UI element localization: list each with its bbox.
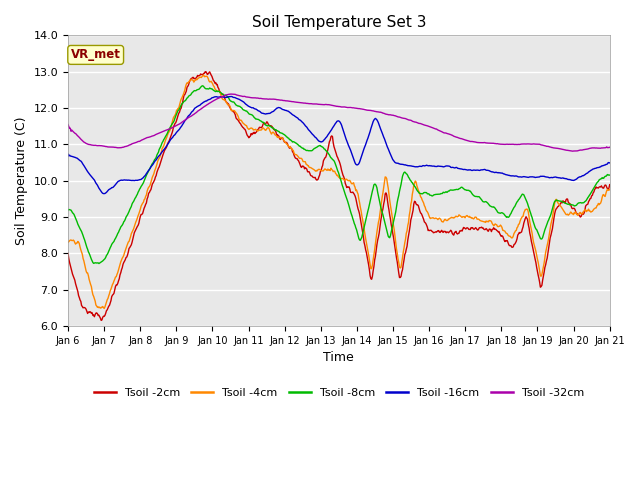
Tsoil -16cm	[131, 178, 138, 183]
Tsoil -2cm	[422, 221, 429, 227]
Tsoil -4cm	[64, 240, 72, 245]
Tsoil -32cm	[64, 122, 72, 128]
Tsoil -4cm	[100, 306, 108, 312]
Tsoil -4cm	[74, 239, 82, 244]
Title: Soil Temperature Set 3: Soil Temperature Set 3	[252, 15, 426, 30]
Tsoil -16cm	[406, 163, 414, 169]
Tsoil -16cm	[74, 156, 82, 162]
Tsoil -2cm	[131, 230, 138, 236]
Tsoil -4cm	[606, 187, 614, 192]
Tsoil -16cm	[186, 112, 193, 118]
Tsoil -32cm	[569, 148, 577, 154]
Tsoil -8cm	[422, 190, 429, 195]
Line: Tsoil -8cm: Tsoil -8cm	[68, 86, 610, 264]
Tsoil -32cm	[421, 122, 429, 128]
Tsoil -2cm	[406, 223, 414, 229]
Tsoil -8cm	[406, 177, 414, 183]
Tsoil -8cm	[131, 197, 138, 203]
Tsoil -32cm	[606, 144, 614, 150]
Tsoil -16cm	[64, 151, 72, 157]
Tsoil -2cm	[64, 251, 72, 256]
Tsoil -32cm	[227, 91, 235, 97]
Legend: Tsoil -2cm, Tsoil -4cm, Tsoil -8cm, Tsoil -16cm, Tsoil -32cm: Tsoil -2cm, Tsoil -4cm, Tsoil -8cm, Tsoi…	[90, 384, 588, 403]
Tsoil -4cm	[215, 88, 223, 94]
Tsoil -8cm	[186, 93, 193, 98]
Tsoil -16cm	[422, 163, 429, 168]
Tsoil -2cm	[97, 317, 105, 323]
Tsoil -32cm	[130, 140, 138, 146]
Tsoil -8cm	[199, 83, 207, 89]
X-axis label: Time: Time	[323, 351, 354, 364]
Tsoil -2cm	[186, 79, 193, 85]
Tsoil -2cm	[202, 69, 210, 74]
Tsoil -2cm	[606, 182, 614, 188]
Tsoil -4cm	[200, 72, 207, 78]
Line: Tsoil -16cm: Tsoil -16cm	[68, 96, 610, 193]
Tsoil -16cm	[227, 94, 235, 99]
Line: Tsoil -4cm: Tsoil -4cm	[68, 75, 610, 309]
Tsoil -16cm	[606, 160, 614, 166]
Tsoil -8cm	[215, 88, 223, 94]
Tsoil -2cm	[74, 288, 82, 294]
Tsoil -8cm	[74, 221, 82, 227]
Tsoil -32cm	[185, 115, 193, 120]
Line: Tsoil -32cm: Tsoil -32cm	[68, 94, 610, 151]
Tsoil -4cm	[186, 78, 193, 84]
Tsoil -16cm	[214, 94, 222, 100]
Y-axis label: Soil Temperature (C): Soil Temperature (C)	[15, 117, 28, 245]
Tsoil -32cm	[406, 117, 413, 123]
Tsoil -32cm	[213, 96, 221, 102]
Tsoil -2cm	[215, 85, 223, 91]
Tsoil -4cm	[131, 224, 138, 229]
Tsoil -8cm	[95, 261, 103, 266]
Text: VR_met: VR_met	[71, 48, 120, 61]
Tsoil -8cm	[606, 172, 614, 178]
Tsoil -4cm	[406, 208, 414, 214]
Tsoil -8cm	[64, 207, 72, 213]
Tsoil -16cm	[100, 191, 108, 196]
Tsoil -4cm	[422, 207, 429, 213]
Tsoil -32cm	[74, 133, 82, 139]
Line: Tsoil -2cm: Tsoil -2cm	[68, 72, 610, 320]
